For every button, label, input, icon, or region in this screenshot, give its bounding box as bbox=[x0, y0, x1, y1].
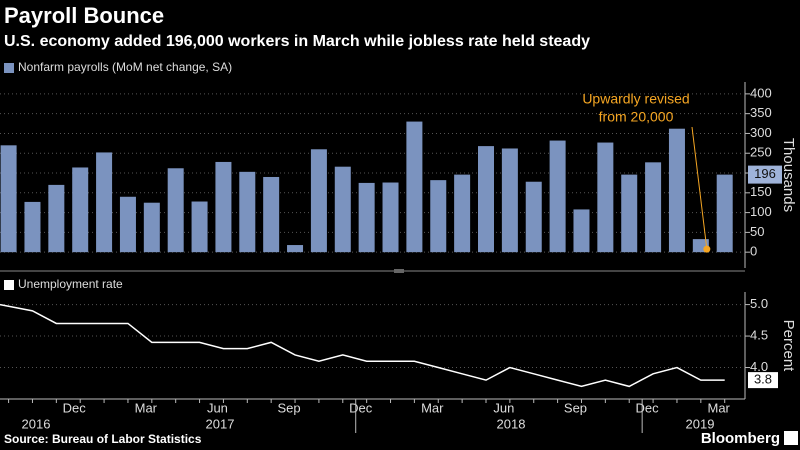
y-axis-title: Percent bbox=[780, 320, 797, 373]
bar bbox=[334, 166, 351, 253]
bar bbox=[96, 152, 113, 253]
year-label: 2018 bbox=[497, 416, 526, 431]
bar bbox=[668, 128, 685, 253]
bar bbox=[621, 174, 638, 253]
x-tick-label: Dec bbox=[636, 400, 660, 415]
subtitle: U.S. economy added 196,000 workers in Ma… bbox=[4, 33, 590, 50]
bar bbox=[215, 161, 232, 253]
bar bbox=[24, 201, 41, 253]
legend-label: Nonfarm payrolls (MoM net change, SA) bbox=[18, 60, 232, 74]
bar bbox=[478, 146, 494, 253]
bar bbox=[167, 168, 184, 253]
bar bbox=[48, 184, 65, 253]
y-tick-label: 250 bbox=[750, 145, 772, 160]
bar bbox=[143, 202, 160, 253]
y-tick-label: 50 bbox=[750, 224, 764, 239]
source: Source: Bureau of Labor Statistics bbox=[4, 432, 202, 446]
annotation-line bbox=[691, 126, 708, 250]
line bbox=[0, 303, 725, 388]
x-tick-label: Dec bbox=[349, 400, 373, 415]
bar bbox=[382, 182, 399, 253]
annotation-dot bbox=[703, 245, 711, 253]
bar bbox=[119, 196, 136, 253]
y-tick-label: 300 bbox=[750, 125, 772, 140]
legend-swatch bbox=[4, 63, 14, 73]
y-tick-label: 5.0 bbox=[750, 296, 768, 311]
bar bbox=[501, 148, 518, 253]
bar bbox=[597, 142, 614, 253]
y-tick-label: 0 bbox=[750, 244, 757, 259]
bar bbox=[406, 121, 423, 253]
bar bbox=[239, 171, 256, 253]
x-tick-label: Jun bbox=[493, 400, 514, 415]
annotation-text: from 20,000 bbox=[599, 109, 674, 125]
bar bbox=[0, 145, 17, 253]
x-tick-label: Sep bbox=[564, 400, 587, 415]
legend-label: Unemployment rate bbox=[18, 277, 123, 291]
x-tick-label: Dec bbox=[63, 400, 87, 415]
x-tick-label: Mar bbox=[708, 400, 731, 415]
bar bbox=[525, 181, 542, 253]
x-tick-label: Mar bbox=[421, 400, 444, 415]
brand-logo bbox=[784, 431, 798, 445]
value-label: 3.8 bbox=[754, 372, 772, 387]
x-tick-label: Mar bbox=[135, 400, 158, 415]
value-box bbox=[748, 165, 782, 184]
divider-handle bbox=[394, 269, 404, 273]
value-label: 196 bbox=[754, 166, 776, 181]
bar bbox=[287, 245, 304, 253]
x-tick-label: Sep bbox=[277, 400, 300, 415]
bar bbox=[263, 176, 280, 253]
y-tick-label: 100 bbox=[750, 204, 772, 219]
bar bbox=[573, 209, 590, 253]
title: Payroll Bounce bbox=[4, 3, 164, 28]
y-tick-label: 4.0 bbox=[750, 359, 768, 374]
bar bbox=[454, 174, 471, 253]
y-tick-label: 350 bbox=[750, 105, 772, 120]
y-tick-label: 150 bbox=[750, 184, 772, 199]
bar bbox=[645, 162, 662, 253]
year-label: 2017 bbox=[206, 416, 235, 431]
bar bbox=[716, 174, 733, 253]
bar bbox=[549, 140, 566, 253]
bar bbox=[191, 201, 208, 253]
bar bbox=[430, 180, 447, 253]
year-label: 2019 bbox=[686, 416, 715, 431]
legend-swatch bbox=[4, 280, 14, 290]
annotation-text: Upwardly revised bbox=[582, 91, 689, 107]
year-label: 2016 bbox=[22, 416, 51, 431]
bar bbox=[310, 149, 327, 253]
bar bbox=[358, 182, 375, 253]
y-axis-title: Thousands bbox=[780, 138, 797, 212]
y-tick-label: 4.5 bbox=[750, 327, 768, 342]
bar bbox=[72, 167, 89, 253]
x-tick-label: Jun bbox=[207, 400, 228, 415]
value-box bbox=[748, 372, 778, 389]
brand: Bloomberg bbox=[701, 430, 780, 447]
y-tick-label: 400 bbox=[750, 85, 772, 100]
